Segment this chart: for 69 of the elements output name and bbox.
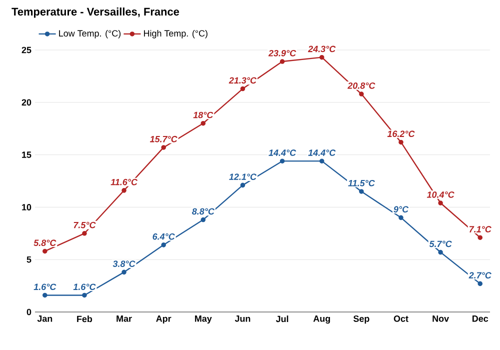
data-label: 9°C	[394, 206, 409, 213]
point	[240, 86, 246, 92]
legend-label: High Temp. (°C)	[144, 30, 208, 38]
x-tick-label: Sep	[353, 316, 370, 324]
data-label: 14.4°C	[268, 150, 296, 156]
point	[478, 235, 483, 240]
point	[280, 59, 285, 64]
y-tick-label: 10	[22, 204, 32, 210]
x-tick-label: May	[195, 316, 212, 324]
x-tick-label: Apr	[156, 316, 172, 324]
legend-label: Low Temp. (°C)	[59, 30, 121, 38]
data-label: 5.8°C	[34, 240, 56, 246]
data-label: 2.7°C	[468, 272, 492, 279]
point	[359, 189, 364, 194]
data-label: 8.8°C	[192, 208, 215, 215]
point	[398, 215, 404, 220]
point	[478, 281, 483, 286]
data-label: 1.6°C	[73, 284, 96, 290]
data-label: 20.8°C	[348, 82, 376, 89]
point	[200, 217, 206, 222]
y-tick-label: 15	[22, 152, 32, 158]
data-label: 1.6°C	[34, 284, 56, 290]
point	[398, 140, 404, 145]
data-label: 23.9°C	[268, 50, 296, 56]
data-label: 24.3°C	[308, 46, 336, 52]
data-label: 14.4°C	[308, 150, 336, 156]
x-tick-label: Dec	[472, 316, 488, 322]
y-tick-label: 5	[26, 256, 32, 263]
point	[319, 158, 324, 164]
point	[359, 92, 364, 96]
data-label: 7.1°C	[469, 226, 492, 232]
point	[122, 188, 126, 193]
y-tick-label: 0	[26, 308, 32, 316]
x-tick-label: Oct	[394, 316, 408, 322]
y-tick-label: 20	[22, 99, 32, 106]
data-label: 21.3°C	[228, 77, 257, 84]
point	[42, 248, 48, 254]
point	[200, 120, 206, 126]
point	[438, 250, 443, 255]
data-label: 3.8°C	[112, 260, 136, 267]
data-label: 11.6°C	[110, 178, 138, 186]
data-label: 6.4°C	[152, 233, 175, 240]
point	[82, 292, 87, 298]
data-label: 15.7°C	[150, 136, 178, 142]
data-label: 7.5°C	[74, 222, 96, 228]
x-tick-label: Jul	[276, 316, 288, 322]
x-tick-label: Jun	[234, 316, 250, 322]
point	[122, 270, 126, 275]
point	[82, 231, 87, 236]
data-label: 5.7°C	[429, 240, 452, 248]
point	[161, 242, 166, 248]
x-tick-label: Feb	[77, 316, 92, 322]
chart-title: Temperature - Versailles, France	[12, 8, 180, 18]
point	[240, 182, 246, 188]
x-tick-label: Mar	[116, 316, 132, 322]
x-tick-label: Jan	[37, 316, 52, 322]
point	[438, 200, 443, 206]
data-label: 11.5°C	[348, 180, 375, 186]
point	[280, 158, 285, 164]
point	[161, 145, 166, 150]
x-tick-label: Nov	[432, 316, 449, 322]
x-tick-label: Aug	[313, 316, 330, 324]
point	[319, 54, 324, 60]
data-label: 12.1°C	[229, 174, 257, 180]
y-tick-label: 25	[22, 46, 32, 54]
data-label: 10.4°C	[426, 191, 454, 198]
point	[42, 292, 48, 298]
data-label: 18°C	[193, 112, 214, 118]
data-label: 16.2°C	[387, 130, 415, 138]
